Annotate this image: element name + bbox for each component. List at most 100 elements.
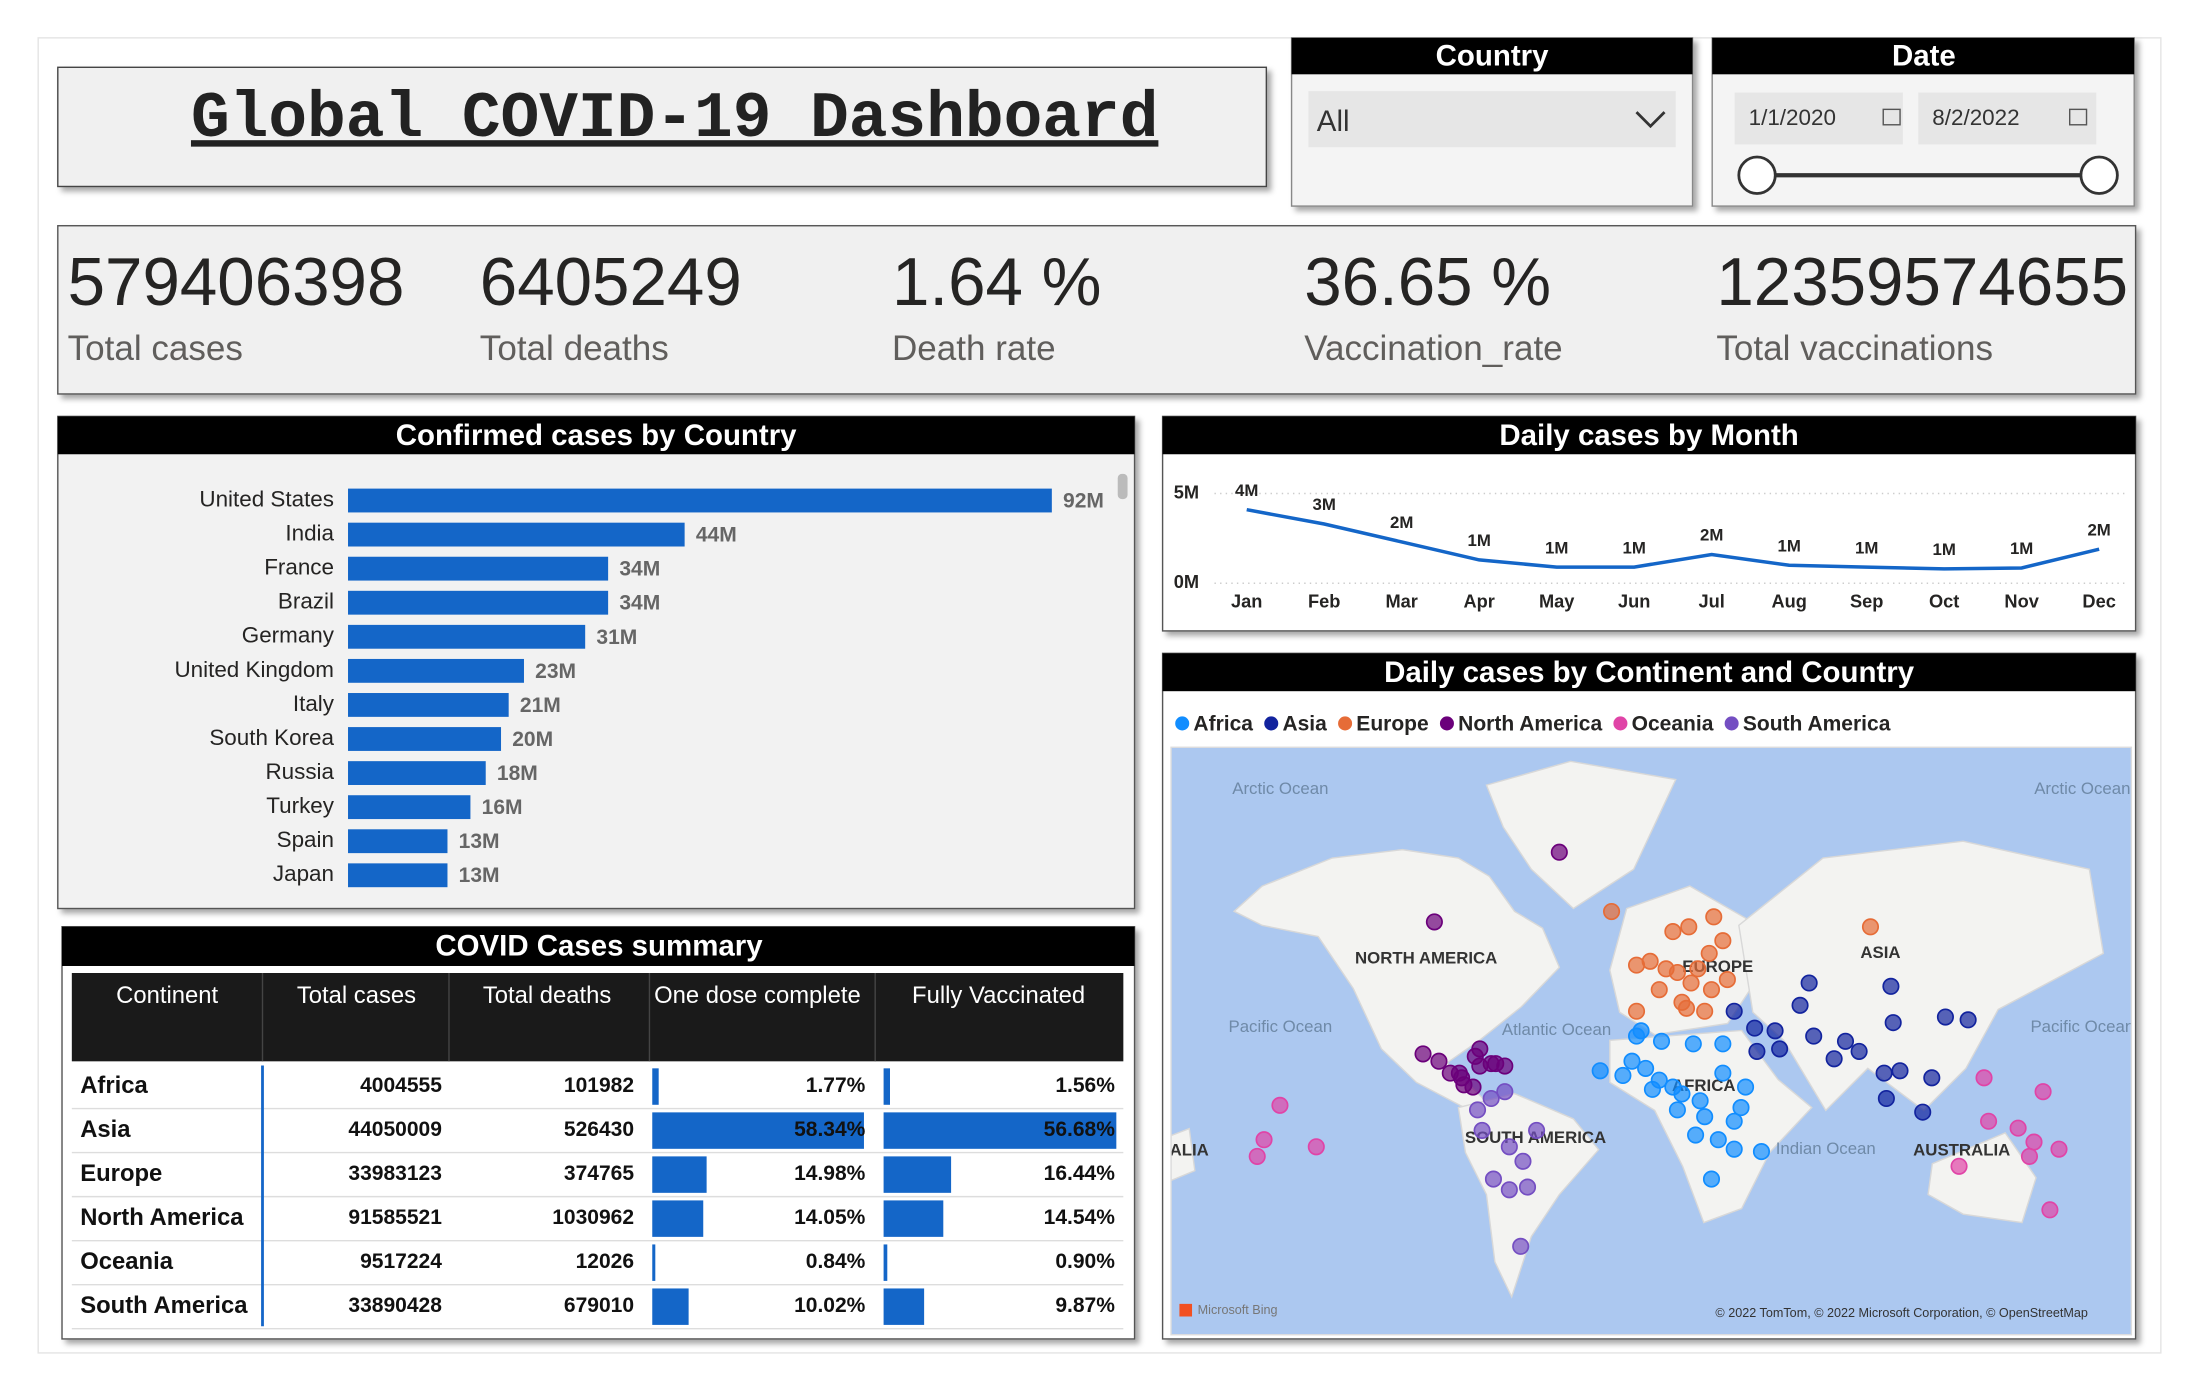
table-header: [71, 973, 1124, 1062]
data-bar: [652, 1156, 707, 1193]
x-tick-label: Jun: [1618, 592, 1650, 612]
column-header: Total cases: [297, 982, 416, 1009]
map-point: [1746, 1019, 1764, 1037]
legend-marker: [1613, 716, 1628, 731]
slicer-title: Country: [1436, 39, 1549, 72]
map-point: [1623, 1052, 1641, 1070]
table: Continent Total cases Total deaths One dose…: [71, 973, 1124, 1330]
map-point: [1850, 1042, 1868, 1060]
map-point: [2034, 1083, 2052, 1101]
map-point: [1471, 1057, 1489, 1075]
map-point: [1307, 1138, 1325, 1156]
map-point: [1602, 903, 1621, 921]
map-point: [1691, 1092, 1709, 1110]
map-point: [1752, 1143, 1771, 1161]
map-point: [1500, 1138, 1518, 1156]
map-point: [1668, 1101, 1686, 1119]
kpi-label: Death rate: [892, 329, 1056, 368]
map-point: [1891, 1062, 1909, 1080]
category-label: Spain: [277, 827, 334, 852]
data-label: 1M: [1777, 537, 1800, 556]
map-point: [2020, 1147, 2039, 1165]
data-bar: [883, 1200, 944, 1237]
number-cell: 1030962: [552, 1206, 634, 1229]
map-point: [1414, 1045, 1432, 1063]
chart-title: Daily cases by Month: [1499, 419, 1798, 452]
map-point: [1512, 1237, 1530, 1255]
map-point: [1877, 1089, 1895, 1108]
kpi-box: [57, 225, 2137, 395]
map-point: [1473, 1121, 1491, 1139]
data-bar: [883, 1068, 890, 1105]
percent-cell: 9.87%: [1055, 1294, 1115, 1317]
map-point: [1430, 1052, 1448, 1070]
data-label: 18M: [497, 762, 538, 785]
map-point: [1664, 923, 1682, 941]
slider-handle[interactable]: [2079, 155, 2119, 195]
x-tick-label: Mar: [1386, 592, 1418, 612]
map-point: [1791, 996, 1809, 1014]
map: Arctic Ocean Arctic Ocean Pacific Ocean Pac…: [1171, 747, 2131, 1335]
bar: [348, 761, 486, 785]
map-point: [1725, 1002, 1743, 1020]
category-label: Germany: [242, 623, 335, 648]
scrollbar[interactable]: [1117, 473, 1128, 500]
data-label: 31M: [596, 626, 637, 649]
data-label: 23M: [535, 660, 576, 683]
data-label: 2M: [1700, 526, 1723, 545]
map-point: [1650, 1071, 1668, 1089]
legend-label: South America: [1743, 712, 1891, 735]
y-tick-label: 0M: [1174, 572, 1199, 592]
category-label: Turkey: [266, 793, 334, 818]
map-point: [2025, 1133, 2043, 1151]
legend-marker: [1338, 716, 1353, 731]
data-label: 1M: [1932, 540, 1955, 559]
bar: [348, 590, 609, 615]
data-label: 1M: [2010, 539, 2033, 558]
country-dropdown[interactable]: [1308, 91, 1676, 148]
map-point: [1271, 1096, 1289, 1114]
data-bar: [652, 1288, 689, 1325]
map-point: [1614, 1066, 1632, 1085]
data-label: 2M: [2087, 520, 2110, 539]
map-point: [1689, 960, 1707, 978]
data-label: 21M: [520, 694, 561, 717]
kpi-row: 579406398 Total cases 6405249 Total deaths 1…: [68, 245, 2128, 368]
map-point: [1500, 1181, 1518, 1199]
map-point: [1650, 981, 1668, 999]
map-point: [1677, 999, 1696, 1017]
continent-cell: Europe: [80, 1160, 162, 1187]
map-marks: Arctic Ocean Arctic Ocean Pacific Ocean Pac…: [1171, 779, 2131, 1255]
map-point: [1771, 1040, 1789, 1058]
map-point: [1652, 1032, 1671, 1050]
map-point: [1680, 918, 1698, 936]
legend-marker: [1439, 716, 1454, 731]
kpi-label: Vaccination_rate: [1304, 329, 1562, 368]
panel-header: [62, 926, 1135, 966]
start-date-input[interactable]: [1734, 92, 1903, 145]
map-point: [1861, 918, 1880, 936]
bar: [348, 829, 448, 854]
category-label: South Korea: [209, 725, 334, 750]
number-cell: 9517224: [360, 1250, 442, 1273]
data-bar: [883, 1244, 888, 1281]
kpi-value: 1.64 %: [892, 245, 1101, 320]
map-point: [1800, 974, 1818, 992]
greenland-land: [1485, 760, 1677, 910]
map-point: [1591, 1062, 1609, 1080]
percent-cell: 10.02%: [794, 1294, 866, 1317]
map-point: [1825, 1050, 1843, 1068]
continent-cell: Oceania: [80, 1248, 173, 1275]
map-point: [1725, 1112, 1743, 1130]
slider-handle[interactable]: [1737, 155, 1777, 195]
data-bar: [652, 1244, 656, 1281]
x-tick-label: Oct: [1929, 592, 1959, 612]
map-label: ASIA: [1860, 943, 1900, 962]
map-point: [1980, 1112, 1998, 1130]
bar: [348, 488, 1052, 513]
title-box: [57, 66, 1268, 188]
number-cell: 374765: [564, 1162, 634, 1185]
kpi-label: Total vaccinations: [1716, 329, 1993, 368]
end-date-input[interactable]: [1918, 92, 2097, 145]
kpi-value: 579406398: [68, 245, 405, 320]
